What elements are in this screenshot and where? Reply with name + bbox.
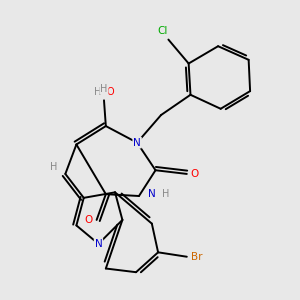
Text: N: N <box>94 239 102 249</box>
Text: O: O <box>107 87 114 97</box>
Text: N: N <box>133 138 141 148</box>
Text: H: H <box>100 83 108 94</box>
Text: Br: Br <box>191 252 203 262</box>
Text: H: H <box>162 189 169 199</box>
Text: Cl: Cl <box>158 26 168 37</box>
Text: N: N <box>148 189 156 199</box>
Text: H: H <box>50 162 57 172</box>
Text: O: O <box>84 215 93 225</box>
Text: O: O <box>191 169 199 179</box>
Text: H: H <box>94 87 101 97</box>
